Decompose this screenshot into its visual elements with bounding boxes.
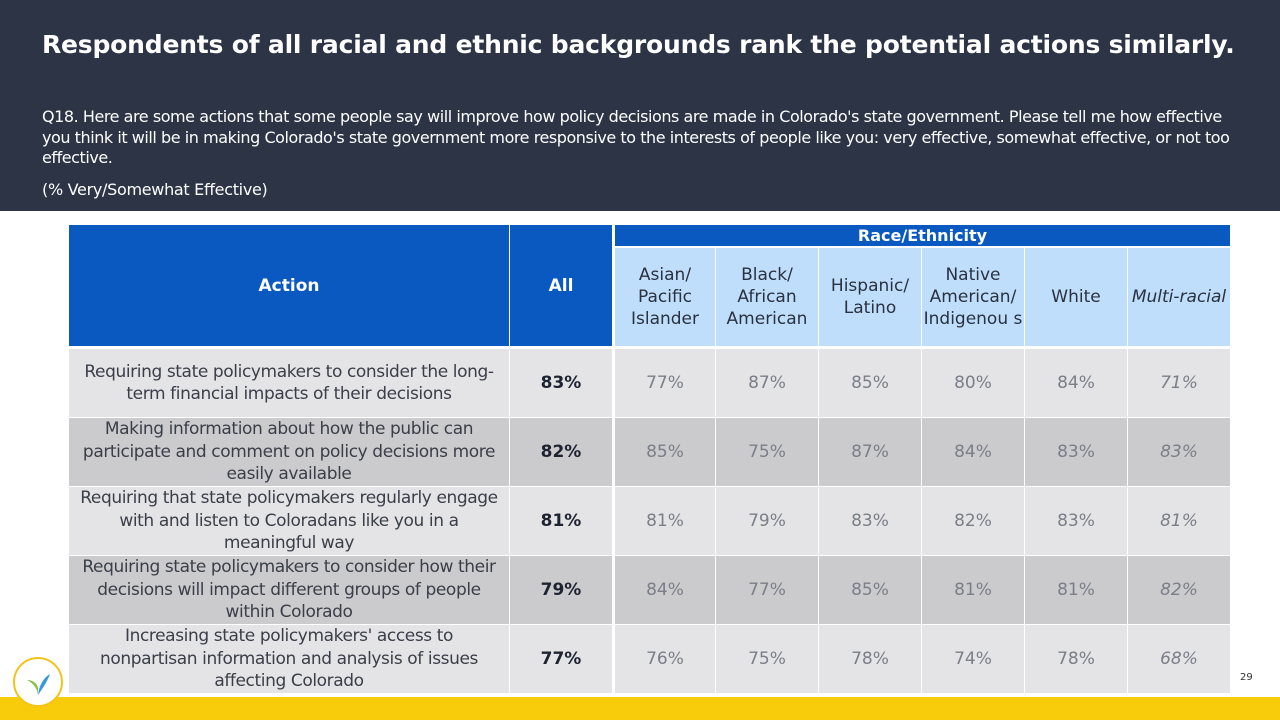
action-cell: Requiring state policymakers to consider… (69, 349, 509, 418)
race-column-header: Asian/ Pacific Islander (612, 246, 715, 349)
value-cell: 81% (921, 556, 1024, 625)
value-cell: 84% (1024, 349, 1127, 418)
value-cell: 85% (612, 418, 715, 487)
value-cell: 84% (612, 556, 715, 625)
measure-note: (% Very/Somewhat Effective) (42, 180, 268, 199)
action-column-header: Action (69, 225, 509, 349)
leaf-logo-icon (13, 657, 63, 707)
results-table: Action All Race/Ethnicity Asian/ Pacific… (69, 225, 1230, 694)
value-cell: 68% (1127, 625, 1230, 694)
value-cell: 71% (1127, 349, 1230, 418)
table-row: Requiring state policymakers to consider… (69, 556, 1230, 625)
survey-question-text: Q18. Here are some actions that some peo… (42, 107, 1230, 167)
page-number: 29 (1240, 672, 1253, 683)
table-row: Making information about how the public … (69, 418, 1230, 487)
value-cell: 83% (1127, 418, 1230, 487)
value-cell: 82% (921, 487, 1024, 556)
value-cell: 75% (715, 418, 818, 487)
table-row: Increasing state policymakers' access to… (69, 625, 1230, 694)
value-cell: 80% (921, 349, 1024, 418)
all-value-cell: 77% (509, 625, 612, 694)
value-cell: 81% (1127, 487, 1230, 556)
race-column-header: Multi-racial (1127, 246, 1230, 349)
value-cell: 77% (715, 556, 818, 625)
all-column-header: All (509, 225, 612, 349)
value-cell: 81% (1024, 556, 1127, 625)
value-cell: 83% (1024, 487, 1127, 556)
value-cell: 78% (1024, 625, 1127, 694)
slide-header: Respondents of all racial and ethnic bac… (0, 0, 1280, 211)
value-cell: 83% (818, 487, 921, 556)
value-cell: 77% (612, 349, 715, 418)
table-row: Requiring state policymakers to consider… (69, 349, 1230, 418)
value-cell: 85% (818, 349, 921, 418)
action-cell: Making information about how the public … (69, 418, 509, 487)
action-cell: Requiring that state policymakers regula… (69, 487, 509, 556)
all-value-cell: 79% (509, 556, 612, 625)
race-ethnicity-group-header: Race/Ethnicity (612, 225, 1230, 246)
value-cell: 83% (1024, 418, 1127, 487)
value-cell: 75% (715, 625, 818, 694)
all-value-cell: 81% (509, 487, 612, 556)
value-cell: 76% (612, 625, 715, 694)
value-cell: 87% (715, 349, 818, 418)
all-value-cell: 82% (509, 418, 612, 487)
value-cell: 84% (921, 418, 1024, 487)
race-column-header: White (1024, 246, 1127, 349)
value-cell: 79% (715, 487, 818, 556)
slide-title: Respondents of all racial and ethnic bac… (42, 30, 1235, 59)
value-cell: 81% (612, 487, 715, 556)
value-cell: 85% (818, 556, 921, 625)
action-cell: Increasing state policymakers' access to… (69, 625, 509, 694)
race-column-header: Black/ African American (715, 246, 818, 349)
value-cell: 78% (818, 625, 921, 694)
all-value-cell: 83% (509, 349, 612, 418)
value-cell: 82% (1127, 556, 1230, 625)
table-row: Requiring that state policymakers regula… (69, 487, 1230, 556)
footer-bar (0, 697, 1280, 720)
value-cell: 74% (921, 625, 1024, 694)
race-column-header: Hispanic/ Latino (818, 246, 921, 349)
race-column-header: Native American/ Indigenou s (921, 246, 1024, 349)
action-cell: Requiring state policymakers to consider… (69, 556, 509, 625)
value-cell: 87% (818, 418, 921, 487)
